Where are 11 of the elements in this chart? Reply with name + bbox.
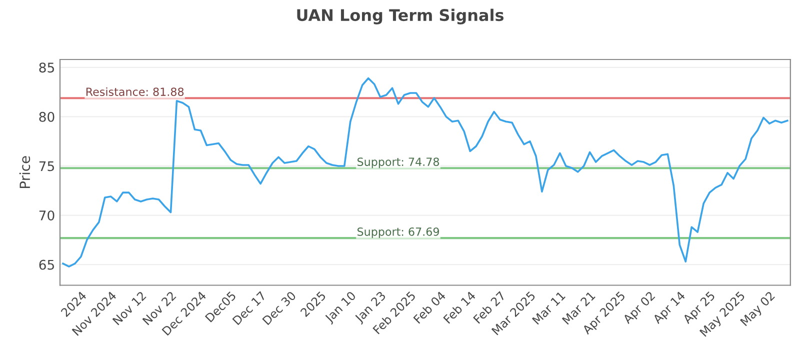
y-axis-title: Price xyxy=(19,156,30,188)
y-tick-label: 80 xyxy=(39,112,54,122)
line-series xyxy=(62,77,788,268)
ref-line-label: Support: 67.69 xyxy=(357,227,439,238)
y-tick-label: 85 xyxy=(39,62,54,73)
ref-line-label: Support: 74.78 xyxy=(357,158,439,168)
ref-line-label: Resistance: 81.88 xyxy=(86,87,184,96)
y-tick-label: 75 xyxy=(39,161,54,172)
chart-title: UAN Long Term Signals xyxy=(297,8,504,24)
y-tick-label: 65 xyxy=(39,260,54,270)
y-tick-label: 70 xyxy=(39,210,54,220)
